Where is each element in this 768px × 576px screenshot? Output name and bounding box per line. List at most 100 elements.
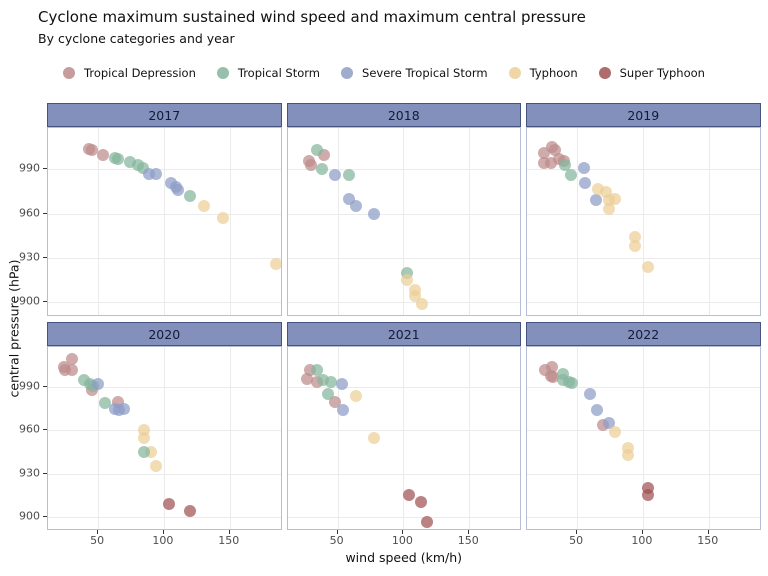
facet-strip-label: 2019 — [627, 107, 660, 123]
gridline-y-990 — [527, 387, 760, 389]
data-point-sts — [368, 207, 381, 220]
gridline-x-50 — [577, 347, 579, 529]
gridline-x-100 — [403, 347, 405, 529]
data-point-sts — [335, 378, 348, 391]
data-point-ty — [350, 389, 362, 402]
data-point-ty — [150, 460, 162, 473]
facet-strip-2019: 2019 — [526, 103, 761, 127]
data-point-ty — [602, 203, 615, 216]
data-point-ts — [310, 364, 323, 376]
data-point-sts — [92, 378, 105, 391]
legend-item: Typhoon — [508, 66, 578, 80]
gridline-x-100 — [642, 347, 644, 529]
facet-panel-2020 — [47, 346, 282, 530]
x-tick-mark — [576, 530, 578, 534]
gridline-y-930 — [287, 257, 520, 259]
x-tick-label: 50 — [329, 534, 344, 547]
y-tick-label: 930 — [19, 250, 40, 264]
facet-panel-2019 — [526, 127, 761, 316]
y-tick-label: 930 — [19, 466, 40, 479]
data-point-ty — [629, 240, 641, 253]
y-tick-label: 960 — [19, 206, 40, 220]
gridline-x-50 — [577, 128, 579, 315]
data-point-sts — [579, 176, 591, 189]
data-point-sts — [584, 388, 597, 401]
data-point-sts — [150, 167, 162, 180]
data-point-ty — [415, 297, 428, 310]
data-point-ty — [138, 431, 151, 444]
data-point-st — [163, 497, 176, 510]
gridline-y-960 — [527, 213, 760, 215]
gridline-x-150 — [708, 347, 710, 529]
legend-item: Severe Tropical Storm — [341, 66, 488, 80]
data-point-td — [301, 372, 314, 385]
facet-panel-2017 — [47, 127, 282, 316]
data-point-ts — [315, 163, 328, 176]
sts-legend-dot-icon — [341, 67, 354, 79]
facet-strip-2022: 2022 — [526, 322, 761, 346]
data-point-sts — [577, 161, 590, 174]
data-point-ts — [184, 189, 197, 202]
legend-label: Tropical Storm — [237, 66, 321, 80]
gridline-y-990 — [287, 387, 520, 389]
data-point-ts — [564, 169, 577, 182]
data-point-ts — [325, 375, 337, 388]
facet-panel-2022 — [526, 346, 761, 530]
gridline-y-930 — [48, 473, 281, 475]
y-tick-mark — [43, 256, 47, 258]
data-point-ts — [322, 388, 335, 401]
gridline-y-900 — [527, 516, 760, 518]
gridline-y-930 — [527, 473, 760, 475]
data-point-ts — [138, 445, 151, 458]
data-point-td — [97, 148, 110, 161]
legend-item: Tropical Depression — [63, 66, 196, 80]
facet-strip-label: 2020 — [148, 326, 181, 342]
data-point-st — [421, 516, 434, 529]
data-point-sts — [590, 404, 603, 417]
x-tick-mark — [228, 530, 230, 534]
data-point-st — [184, 504, 197, 517]
gridline-y-900 — [527, 302, 760, 304]
data-point-ts — [559, 158, 572, 171]
gridline-x-50 — [98, 128, 100, 315]
gridline-x-150 — [708, 128, 710, 315]
data-point-ty — [622, 448, 635, 461]
legend-label: Super Typhoon — [619, 66, 705, 80]
gridline-y-990 — [527, 169, 760, 171]
y-tick-label: 960 — [19, 422, 40, 436]
gridline-x-150 — [229, 347, 231, 529]
gridline-x-50 — [98, 347, 100, 529]
y-tick-mark — [43, 168, 47, 170]
y-tick-mark — [43, 301, 47, 303]
data-point-ts — [111, 153, 124, 165]
facet-strip-label: 2022 — [627, 326, 660, 342]
gridline-y-930 — [287, 473, 520, 475]
gridline-x-100 — [163, 347, 165, 529]
gridline-y-990 — [48, 387, 281, 389]
legend-label: Typhoon — [529, 66, 578, 80]
gridline-x-50 — [337, 128, 339, 315]
data-point-td — [305, 158, 318, 171]
data-point-st — [402, 489, 415, 502]
ts-legend-dot-icon — [216, 67, 229, 79]
x-tick-mark — [336, 530, 338, 534]
data-point-td — [538, 147, 551, 160]
data-point-sts — [350, 200, 362, 213]
data-point-ty — [197, 200, 210, 213]
page-title: Cyclone maximum sustained wind speed and… — [38, 8, 586, 26]
gridline-y-960 — [48, 213, 281, 215]
data-point-ty — [217, 212, 230, 225]
gridline-y-990 — [48, 169, 281, 171]
data-point-st — [414, 496, 427, 509]
data-point-ts — [343, 169, 356, 182]
gridline-y-930 — [527, 257, 760, 259]
gridline-x-150 — [469, 347, 471, 529]
gridline-y-900 — [48, 302, 281, 304]
facet-strip-2018: 2018 — [286, 103, 521, 127]
data-point-sts — [328, 169, 341, 182]
data-point-ty — [642, 260, 655, 273]
y-tick-label: 900 — [19, 509, 40, 523]
ty-legend-dot-icon — [508, 67, 521, 79]
x-tick-mark — [468, 530, 470, 534]
